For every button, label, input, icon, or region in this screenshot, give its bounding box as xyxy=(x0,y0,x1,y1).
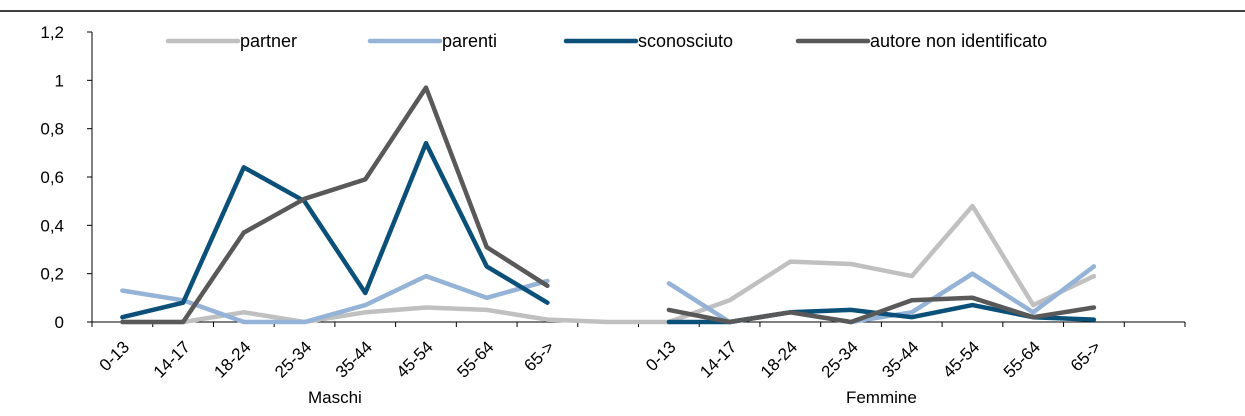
y-tick-label: 0,6 xyxy=(40,168,64,187)
legend-label: sconosciuto xyxy=(638,31,733,51)
series-lines xyxy=(120,85,1097,325)
x-tick-label: 45-54 xyxy=(393,337,437,381)
legend: partner parenti sconosciuto autore non iden… xyxy=(165,31,1047,51)
y-tick-label: 0,2 xyxy=(40,265,64,284)
series-line xyxy=(120,140,550,320)
y-tick-label: 1,2 xyxy=(40,23,64,42)
legend-label: partner xyxy=(240,31,297,51)
series-line xyxy=(666,295,1097,325)
x-tick-label: 14-17 xyxy=(696,337,740,381)
series-line xyxy=(120,203,1097,325)
x-tick-label: 55-64 xyxy=(1000,337,1044,381)
y-tick-label: 0,8 xyxy=(40,120,64,139)
series-line xyxy=(120,85,550,325)
y-axis-ticks: 0 0,2 0,4 0,6 0,8 1 1,2 xyxy=(40,23,92,332)
x-tick-label: 25-34 xyxy=(271,337,315,381)
x-tick-label: 0-13 xyxy=(96,337,133,374)
legend-label: autore non identificato xyxy=(870,31,1047,51)
x-tick-label: 25-34 xyxy=(818,337,862,381)
x-tick-label: 35-44 xyxy=(332,337,376,381)
group-label: Maschi xyxy=(308,388,362,407)
y-tick-label: 0 xyxy=(55,313,64,332)
group-label: Femmine xyxy=(846,388,917,407)
x-tick-label: 45-54 xyxy=(939,337,983,381)
x-axis-ticks: 0-13 14-17 18-24 25-34 35-44 45-54 55-64 65-> Ma… xyxy=(91,322,1186,407)
x-tick-label: 18-24 xyxy=(757,337,801,381)
x-tick-label: 55-64 xyxy=(453,337,497,381)
legend-label: parenti xyxy=(442,31,497,51)
x-tick-label: 35-44 xyxy=(878,337,922,381)
x-tick-label: 14-17 xyxy=(150,337,194,381)
x-tick-label: 65-> xyxy=(520,337,558,375)
x-tick-label: 65-> xyxy=(1067,337,1105,375)
y-tick-label: 0,4 xyxy=(40,216,64,235)
x-tick-label: 18-24 xyxy=(210,337,254,381)
y-tick-label: 1 xyxy=(55,71,64,90)
x-tick-label: 0-13 xyxy=(642,337,679,374)
